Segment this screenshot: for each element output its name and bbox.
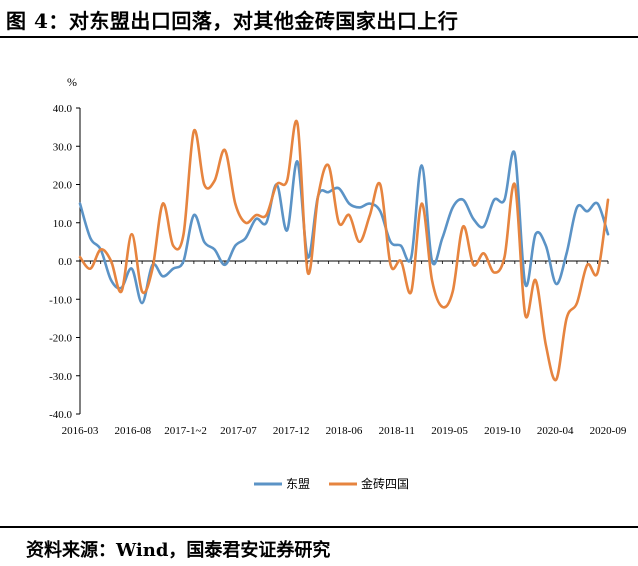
y-tick-label: 40.0	[53, 103, 73, 115]
y-tick-label: -40.0	[49, 409, 72, 421]
x-tick-label: 2020-04	[537, 425, 574, 437]
x-tick-label: 2018-11	[379, 425, 415, 437]
chart-series	[78, 119, 610, 382]
y-tick-label: 10.0	[53, 218, 73, 230]
chart-legend: 东盟 金砖四国	[254, 476, 409, 491]
y-tick-label: -30.0	[49, 371, 72, 383]
y-tick-label: 0.0	[58, 256, 72, 268]
bottom-rule	[0, 526, 638, 528]
x-tick-label: 2017-07	[220, 425, 257, 437]
x-tick-label: 2020-09	[590, 425, 627, 437]
x-tick-label: 2018-06	[326, 425, 363, 437]
top-rule	[0, 36, 638, 38]
series-line-brics	[78, 119, 610, 382]
x-tick-label: 2016-03	[62, 425, 99, 437]
legend-label-brics: 金砖四国	[361, 476, 409, 491]
y-tick-label: 30.0	[53, 141, 73, 153]
x-tick-label: 2016-08	[114, 425, 151, 437]
y-tick-label: -10.0	[49, 294, 72, 306]
x-tick-label: 2019-10	[484, 425, 521, 437]
source-note: 资料来源：Wind，国泰君安证券研究	[26, 540, 331, 561]
y-tick-label: 20.0	[53, 180, 73, 192]
legend-label-asean: 东盟	[286, 477, 310, 491]
x-tick-label: 2017-1~2	[164, 425, 207, 437]
y-axis-label: %	[67, 75, 77, 89]
y-tick-label: -20.0	[49, 333, 72, 345]
series-line-asean	[78, 150, 610, 305]
x-tick-label: 2017-12	[273, 425, 310, 437]
x-tick-label: 2019-05	[431, 425, 468, 437]
figure-title: 图 4：对东盟出口回落，对其他金砖国家出口上行	[6, 9, 459, 33]
line-chart: 40.0 30.0 20.0 10.0 0.0 -10.0 -20.0 -30.0 -40.0%…	[49, 75, 627, 491]
